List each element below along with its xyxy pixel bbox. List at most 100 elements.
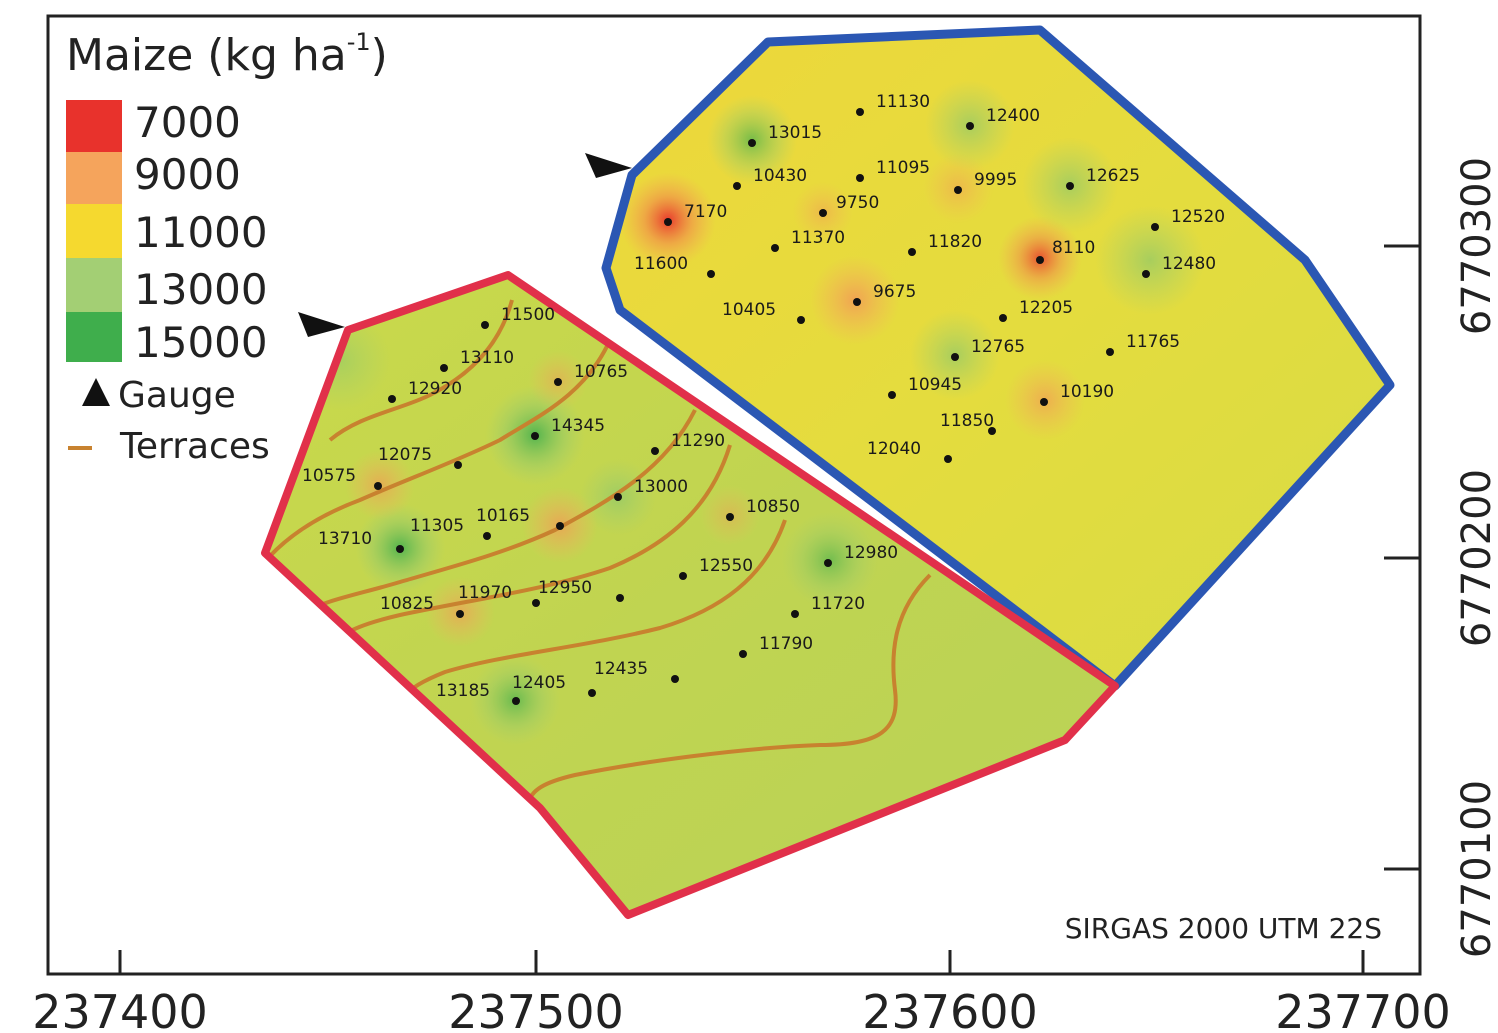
- sample-point-label: 12625: [1086, 166, 1140, 186]
- sample-point-label: 12405: [512, 673, 566, 693]
- sample-point-label: 11850: [940, 411, 994, 431]
- sample-point: [1040, 398, 1048, 406]
- sample-point-label: 11095: [876, 158, 930, 178]
- sample-point: [651, 447, 659, 455]
- sample-point: [531, 432, 539, 440]
- sample-point-label: 11370: [791, 228, 845, 248]
- legend-swatch: [66, 204, 122, 258]
- gauge-icon: [82, 378, 110, 406]
- crs-label: SIRGAS 2000 UTM 22S: [1065, 912, 1382, 945]
- sample-point-label: 12520: [1171, 207, 1225, 227]
- sample-point-label: 8110: [1052, 238, 1095, 258]
- sample-point: [440, 364, 448, 372]
- sample-point: [1036, 256, 1044, 264]
- legend: Maize (kg ha-1) 7000 9000 11000 13000 15…: [66, 28, 388, 467]
- sample-point: [797, 316, 805, 324]
- gauge-icon: [298, 312, 345, 337]
- sample-point-label: 9675: [873, 282, 916, 302]
- sample-point: [748, 139, 756, 147]
- sample-point-label: 12950: [538, 578, 592, 598]
- sample-point-label: 9995: [974, 170, 1017, 190]
- sample-point-label: 11765: [1126, 332, 1180, 352]
- sample-point-label: 12075: [378, 445, 432, 465]
- sample-point-label: 11130: [876, 92, 930, 112]
- sample-point-label: 13185: [436, 681, 490, 701]
- sample-point-label: 10430: [753, 166, 807, 186]
- sample-point-label: 12205: [1019, 298, 1073, 318]
- sample-point: [554, 378, 562, 386]
- sample-point: [481, 321, 489, 329]
- legend-class-label: 9000: [134, 150, 241, 199]
- sample-points: 11130 12400 13015 10430 11095 9995 12625 7170 97…: [302, 92, 1225, 705]
- sample-point: [532, 599, 540, 607]
- legend-class-label: 15000: [134, 318, 268, 367]
- x-tick-label: 237600: [862, 985, 1038, 1033]
- legend-class-label: 13000: [134, 265, 268, 314]
- sample-point-label: 10850: [746, 497, 800, 517]
- sample-point: [1106, 348, 1114, 356]
- sample-point: [944, 455, 952, 463]
- sample-point: [853, 298, 861, 306]
- sample-point: [739, 650, 747, 658]
- sample-point: [819, 209, 827, 217]
- sample-point-label: 10190: [1060, 382, 1114, 402]
- sample-point-label: 14345: [551, 416, 605, 436]
- sample-point: [483, 532, 491, 540]
- sample-point: [824, 559, 832, 567]
- sample-point-label: 11290: [671, 431, 725, 451]
- sample-point: [454, 461, 462, 469]
- legend-swatch: [66, 312, 122, 362]
- x-tick-label: 237500: [448, 985, 624, 1033]
- sample-point: [951, 353, 959, 361]
- sample-point: [671, 675, 679, 683]
- sample-point-label: 10405: [722, 300, 776, 320]
- sample-point: [856, 174, 864, 182]
- sample-point: [374, 482, 382, 490]
- sample-point-label: 11790: [759, 634, 813, 654]
- sample-point-label: 12765: [971, 337, 1025, 357]
- y-tick-label: 6770300: [1454, 157, 1498, 335]
- sample-point: [556, 522, 564, 530]
- sample-point-label: 12920: [408, 379, 462, 399]
- sample-point-label: 12400: [986, 106, 1040, 126]
- sample-point: [616, 594, 624, 602]
- sample-point: [588, 689, 596, 697]
- sample-point: [1142, 270, 1150, 278]
- legend-swatch: [66, 100, 122, 152]
- sample-point-label: 13110: [460, 348, 514, 368]
- sample-point: [726, 513, 734, 521]
- sample-point: [733, 182, 741, 190]
- sample-point: [856, 108, 864, 116]
- upper-field-boundary: [601, 25, 1395, 691]
- sample-point-label: 10825: [380, 594, 434, 614]
- lower-field-boundary: [261, 271, 1119, 919]
- sample-point: [954, 186, 962, 194]
- sample-point-label: 9750: [836, 193, 879, 213]
- sample-point-label: 11820: [928, 232, 982, 252]
- sample-point: [988, 427, 996, 435]
- legend-class-label: 7000: [134, 98, 241, 147]
- sample-point: [664, 218, 672, 226]
- sample-point-label: 11305: [410, 516, 464, 536]
- x-tick-label: 237400: [32, 985, 208, 1033]
- y-axis: [1384, 244, 1420, 871]
- sample-point-label: 13000: [634, 477, 688, 497]
- sample-point: [679, 572, 687, 580]
- y-tick-label: 6770100: [1454, 780, 1498, 958]
- sample-point-label: 12980: [844, 543, 898, 563]
- sample-point-label: 12480: [1162, 254, 1216, 274]
- sample-point-label: 11500: [501, 305, 555, 325]
- sample-point: [707, 270, 715, 278]
- legend-swatch: [66, 152, 122, 204]
- sample-point-label: 11600: [634, 254, 688, 274]
- legend-swatch: [66, 258, 122, 312]
- legend-class-label: 11000: [134, 208, 268, 257]
- sample-point-label: 10765: [574, 362, 628, 382]
- y-tick-label: 6770200: [1454, 469, 1498, 647]
- sample-point-label: 13015: [768, 123, 822, 143]
- sample-point-label: 11970: [458, 583, 512, 603]
- sample-point: [966, 122, 974, 130]
- sample-point: [1066, 182, 1074, 190]
- sample-point-label: 10945: [908, 375, 962, 395]
